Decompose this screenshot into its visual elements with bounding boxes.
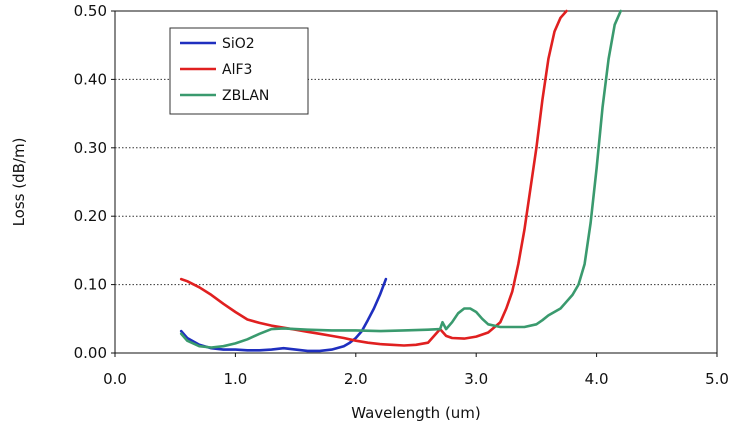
x-tick-label: 3.0: [464, 370, 488, 388]
x-tick-label: 0.0: [103, 370, 127, 388]
x-tick-label: 4.0: [585, 370, 609, 388]
x-axis-title: Wavelength (um): [351, 404, 481, 422]
y-tick-label: 0.40: [74, 70, 107, 88]
y-tick-label: 0.30: [74, 139, 107, 157]
x-tick-label: 1.0: [223, 370, 247, 388]
series-line-alf3: [179, 9, 568, 347]
y-tick-label: 0.00: [74, 344, 107, 362]
series-line-zblan: [179, 9, 623, 349]
legend-label-alf3: AlF3: [222, 62, 252, 78]
series-lines: [179, 9, 623, 353]
axis-ticks: 0.00 0.10 0.20 0.30 0.40 0.50 0.0 1.0 2.0 3.0 4.0 5…: [74, 2, 729, 388]
y-tick-label: 0.20: [74, 207, 107, 225]
y-tick-label: 0.50: [74, 2, 107, 20]
gridlines: [115, 78, 717, 286]
x-tick-label: 2.0: [344, 370, 368, 388]
legend: SiO2 AlF3 ZBLAN: [169, 27, 309, 115]
x-tick-label: 5.0: [705, 370, 729, 388]
y-axis-title: Loss (dB/m): [10, 138, 28, 227]
legend-label-sio2: SiO2: [222, 36, 255, 52]
legend-label-zblan: ZBLAN: [222, 88, 269, 104]
y-tick-label: 0.10: [74, 276, 107, 294]
series-line-sio2: [179, 277, 388, 353]
